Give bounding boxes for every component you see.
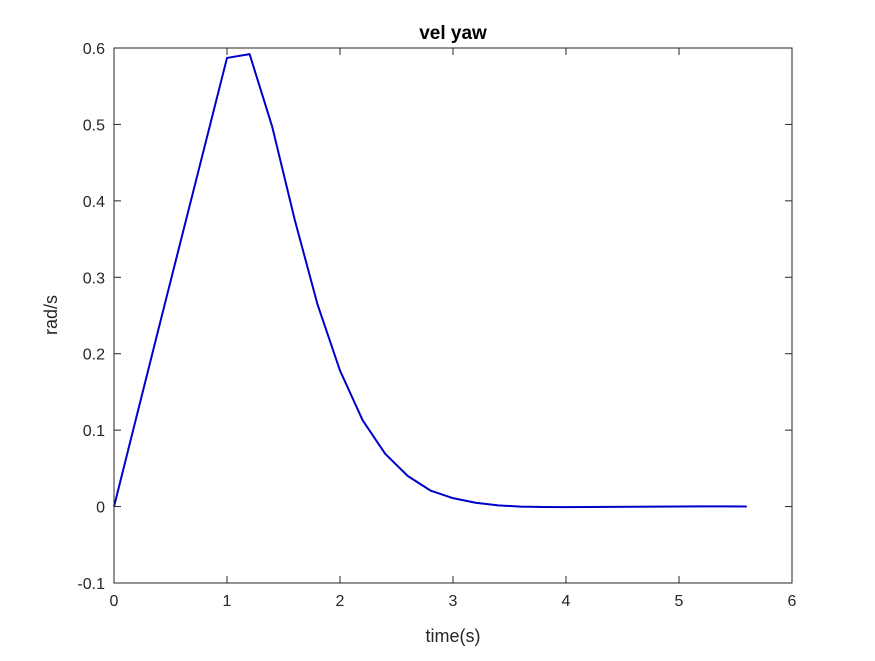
x-tick-label-5: 5 xyxy=(675,593,684,610)
plot-box xyxy=(113,47,793,584)
x-tick-label-4: 4 xyxy=(562,593,571,610)
y-tick-label-4: 0.3 xyxy=(83,270,105,287)
y-axis-title: rad/s xyxy=(41,295,61,335)
x-tick-label-2: 2 xyxy=(336,593,345,610)
plot-background xyxy=(114,48,792,583)
series-layer xyxy=(113,53,747,509)
y-tick-label-6: 0.5 xyxy=(83,117,105,134)
y-tick-label-2: 0.1 xyxy=(83,423,105,440)
y-tick-label-1: 0 xyxy=(96,500,105,517)
chart-title: vel yaw xyxy=(419,23,487,44)
series-line-0 xyxy=(113,53,747,509)
x-tick-label-1: 1 xyxy=(223,593,232,610)
x-tick-label-6: 6 xyxy=(788,593,797,610)
x-axis-title: time(s) xyxy=(426,626,481,646)
y-tick-label-5: 0.4 xyxy=(83,194,105,211)
x-tick-label-0: 0 xyxy=(110,593,119,610)
y-tick-label-0: -0.1 xyxy=(77,576,105,593)
x-tick-label-3: 3 xyxy=(449,593,458,610)
y-tick-label-7: 0.6 xyxy=(83,41,105,58)
y-tick-label-3: 0.2 xyxy=(83,347,105,364)
tick-labels: 0 1 2 3 4 5 6 -0.1 0 0.1 0.2 0.3 0.4 0.5 0.6 xyxy=(77,41,796,610)
